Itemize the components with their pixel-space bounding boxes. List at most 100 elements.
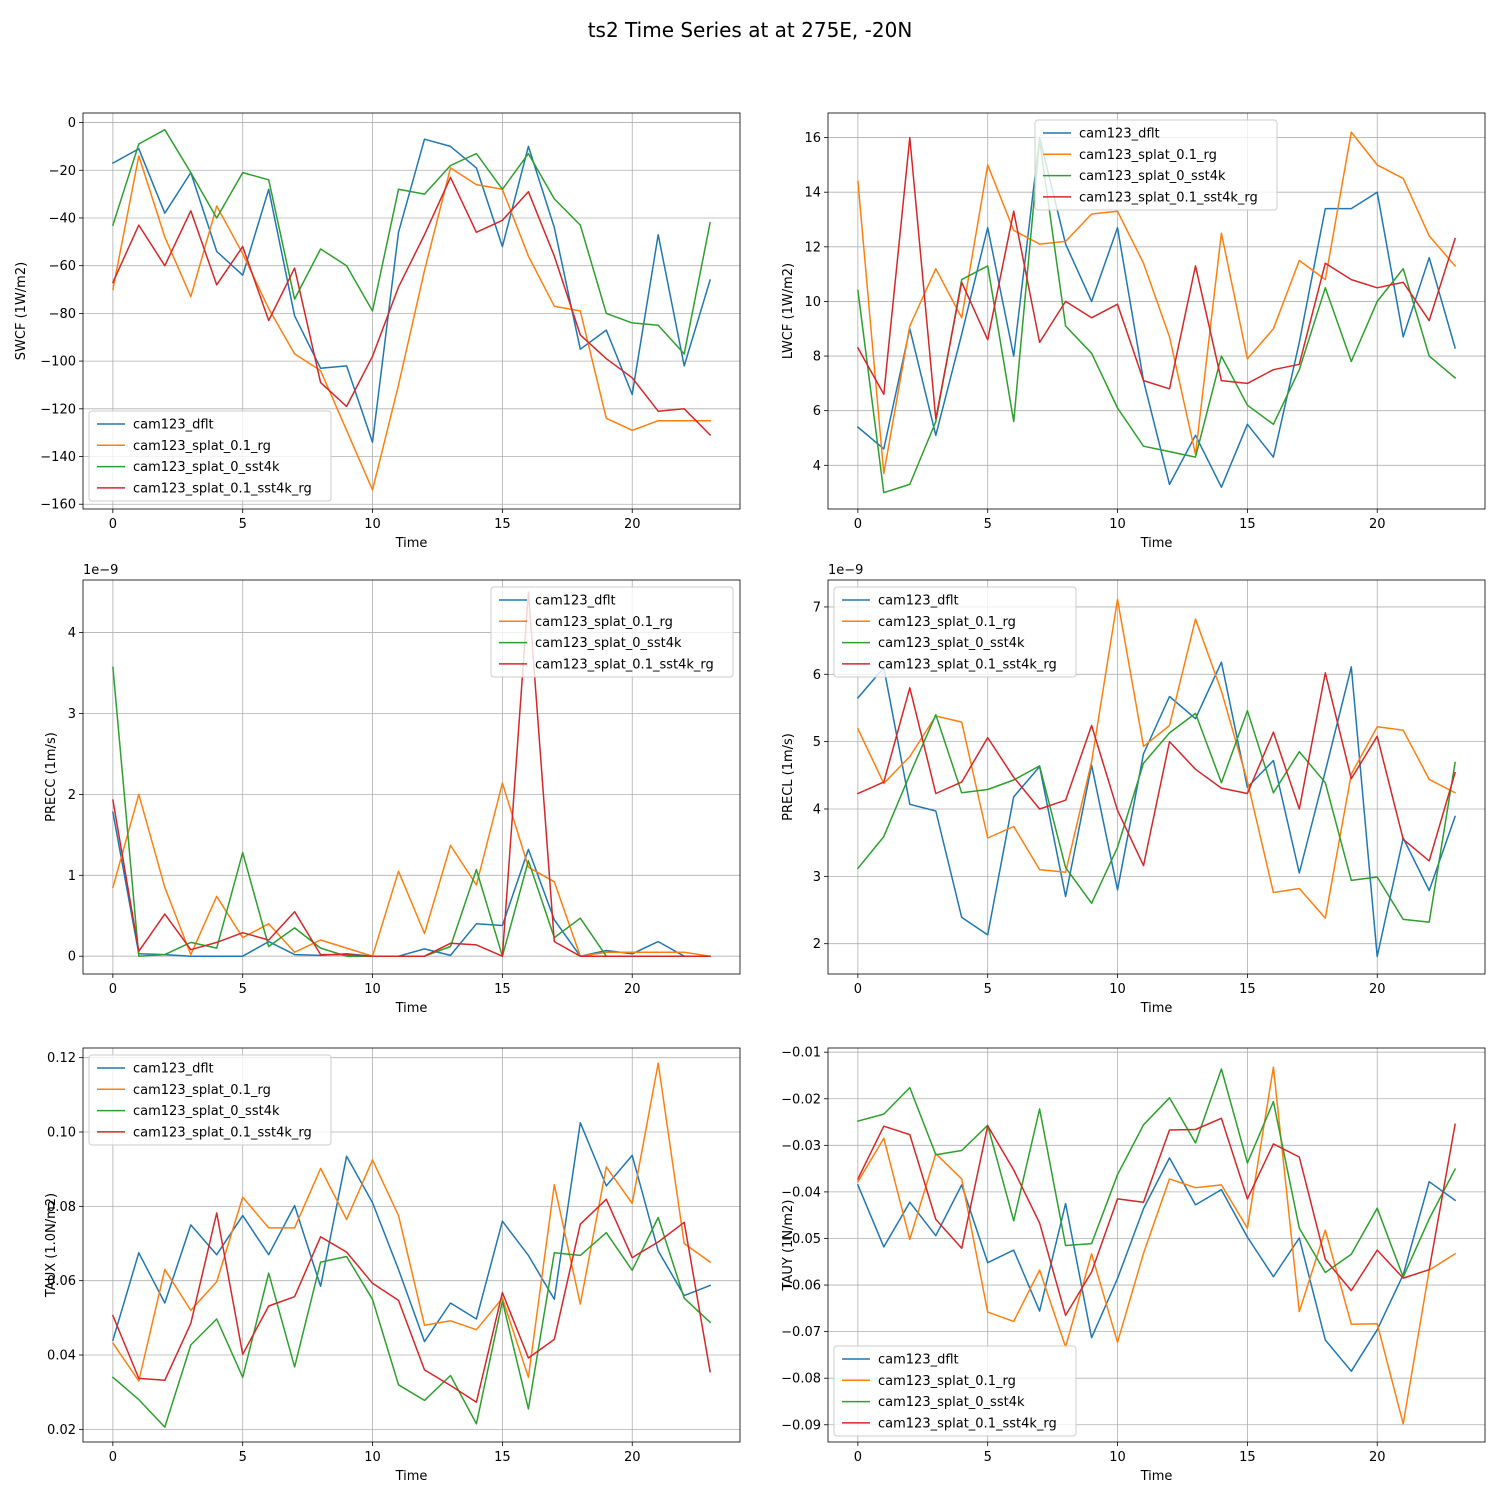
chart-precc-offset-text: 1e−9: [83, 563, 118, 578]
chart-lwcf-ytick-label: 14: [804, 186, 821, 201]
chart-swcf-frame: [82, 112, 741, 510]
chart-precl-frame: [827, 579, 1486, 975]
chart-precl-legend-label-3: cam123_splat_0_sst4k: [878, 636, 1025, 651]
chart-tauy-ytick-label: −0.02: [781, 1092, 821, 1107]
chart-tauy-legend: cam123_dflt cam123_splat_0.1_rg cam123_spl…: [833, 1345, 1077, 1437]
chart-precl-legend: cam123_dflt cam123_splat_0.1_rg cam123_spl…: [833, 586, 1077, 678]
chart-swcf-legend: cam123_dflt cam123_splat_0.1_rg cam123_spl…: [88, 410, 332, 502]
chart-lwcf-legend-label-1: cam123_dflt: [1079, 127, 1160, 142]
chart-precl: 0 5 10 15 20 2 3 4 5 6 7 Time PRECL (1m/s) 1e−9 cam123…: [781, 563, 1486, 1016]
chart-tauy: 0 5 10 15 20 −0.01 −0.02 −0.03 −0.04 −0.05 −0.06 −0…: [781, 1046, 1486, 1484]
chart-precl-ytick-label: 3: [813, 870, 821, 885]
chart-precc-legend-label-2: cam123_splat_0.1_rg: [535, 615, 673, 630]
chart-precc-legend-label-1: cam123_dflt: [535, 594, 616, 609]
chart-tauy-xlabel: Time: [1140, 1469, 1173, 1484]
chart-taux-xtick-label: 0: [109, 1450, 117, 1465]
chart-precc-series-line-1: [112, 811, 711, 957]
chart-precl-ytick-label: 4: [813, 802, 821, 817]
chart-precl-xtick-label: 0: [854, 982, 862, 997]
chart-lwcf-legend-label-3: cam123_splat_0_sst4k: [1079, 169, 1226, 184]
chart-tauy-ytick-label: −0.09: [781, 1418, 821, 1433]
chart-taux-xlabel: Time: [395, 1469, 428, 1484]
chart-lwcf-ytick-label: 6: [813, 404, 821, 419]
chart-precl-legend-box: [833, 586, 1077, 678]
chart-swcf-ytick-label: −40: [49, 211, 76, 226]
chart-swcf-ytick-label: −140: [40, 450, 76, 465]
chart-tauy-series-line-1: [856, 1157, 1457, 1372]
chart-swcf-ytick-label: −120: [40, 402, 76, 417]
chart-precc-xtick-label: 0: [109, 982, 117, 997]
chart-taux-frame: [82, 1047, 741, 1443]
chart-lwcf-ytick-label: 10: [804, 295, 821, 310]
chart-tauy-legend-label-1: cam123_dflt: [878, 1353, 959, 1368]
chart-lwcf-ytick-label: 12: [804, 240, 821, 255]
chart-lwcf-ytick-label: 16: [804, 131, 821, 146]
chart-lwcf-xtick-label: 20: [1369, 517, 1386, 532]
chart-tauy-ylabel: TAUY (1N/m2): [781, 1200, 796, 1292]
chart-swcf-xtick-label: 5: [239, 517, 247, 532]
chart-lwcf-series-line-1: [856, 136, 1457, 488]
chart-precl-xtick-label: 20: [1369, 982, 1386, 997]
chart-taux-series-line-4: [111, 1198, 711, 1403]
chart-swcf-xtick-label: 10: [364, 517, 381, 532]
chart-taux-series-line-1: [111, 1121, 712, 1343]
chart-swcf-ytick-label: −80: [49, 307, 76, 322]
chart-taux-xtick-label: 15: [494, 1450, 511, 1465]
chart-swcf-legend-box: [88, 410, 332, 502]
chart-taux-series-line-2: [111, 1062, 712, 1382]
chart-precc-xtick-label: 10: [364, 982, 381, 997]
chart-taux-ytick-label: 0.08: [47, 1200, 76, 1215]
chart-taux-legend-label-4: cam123_splat_0.1_sst4k_rg: [133, 1125, 312, 1140]
chart-tauy-xtick-label: 20: [1369, 1450, 1386, 1465]
chart-precc-ylabel: PRECC (1m/s): [44, 732, 59, 822]
chart-lwcf-xtick-label: 10: [1109, 517, 1126, 532]
chart-precl-ytick-label: 6: [813, 668, 821, 683]
chart-lwcf: 0 5 10 15 20 4 6 8 10 12 14 16 Time LWCF (1W/m2) cam12…: [781, 112, 1486, 551]
chart-tauy-ytick-label: −0.07: [781, 1325, 821, 1340]
chart-precl-xlabel: Time: [1140, 1001, 1173, 1016]
chart-tauy-series-line-2: [856, 1066, 1457, 1425]
chart-tauy-ytick-label: −0.05: [781, 1232, 821, 1247]
chart-precc-xtick-label: 15: [494, 982, 511, 997]
chart-tauy-xtick-label: 5: [984, 1450, 992, 1465]
chart-precc-legend-box: [490, 586, 734, 678]
chart-swcf-ytick-label: 0: [68, 116, 76, 131]
chart-swcf-xtick-label: 20: [624, 517, 641, 532]
chart-tauy-xtick-label: 15: [1239, 1450, 1256, 1465]
chart-swcf-legend-label-3: cam123_splat_0_sst4k: [133, 460, 280, 475]
chart-tauy-xtick-label: 0: [854, 1450, 862, 1465]
chart-tauy-ytick-label: −0.04: [781, 1185, 821, 1200]
chart-precc-ytick-label: 2: [68, 788, 76, 803]
chart-swcf-xlabel: Time: [395, 536, 428, 551]
chart-tauy-legend-label-2: cam123_splat_0.1_rg: [878, 1374, 1016, 1389]
chart-lwcf-xtick-label: 0: [854, 517, 862, 532]
chart-precc-xtick-label: 20: [624, 982, 641, 997]
chart-taux-legend-label-3: cam123_splat_0_sst4k: [133, 1104, 280, 1119]
chart-taux-xtick-label: 10: [364, 1450, 381, 1465]
chart-precc-legend-label-3: cam123_splat_0_sst4k: [535, 636, 682, 651]
chart-tauy-legend-label-3: cam123_splat_0_sst4k: [878, 1395, 1025, 1410]
chart-precl-ytick-label: 5: [813, 735, 821, 750]
chart-tauy-ytick-label: −0.03: [781, 1139, 821, 1154]
chart-precl-legend-label-1: cam123_dflt: [878, 594, 959, 609]
chart-precc-ytick-label: 0: [68, 950, 76, 965]
chart-precl-legend-label-2: cam123_splat_0.1_rg: [878, 615, 1016, 630]
chart-swcf-series-line-3: [111, 128, 711, 355]
chart-precc-series-line-4: [112, 591, 711, 957]
chart-precc: 0 5 10 15 20 0 1 2 3 4 Time PRECC (1m/s) 1e−9 cam123_…: [44, 563, 741, 1016]
figure-title: ts2 Time Series at at 275E, -20N: [588, 18, 913, 42]
chart-tauy-ytick-label: −0.08: [781, 1372, 821, 1387]
chart-precl-series-line-2: [856, 598, 1457, 919]
chart-taux-ytick-label: 0.06: [47, 1274, 76, 1289]
chart-lwcf-frame: [827, 112, 1486, 510]
chart-precl-ylabel: PRECL (1m/s): [781, 733, 796, 821]
chart-precl-offset-text: 1e−9: [828, 563, 863, 578]
chart-taux-ytick-label: 0.12: [47, 1051, 76, 1066]
chart-swcf-series-line-2: [112, 155, 711, 491]
chart-precc-ytick-label: 4: [68, 626, 76, 641]
chart-precl-xtick-label: 10: [1109, 982, 1126, 997]
chart-swcf-ytick-label: −20: [49, 164, 76, 179]
chart-lwcf-xtick-label: 5: [984, 517, 992, 532]
chart-swcf-ytick-label: −160: [40, 498, 76, 513]
chart-swcf: 0 5 10 15 20 0 −20 −40 −60 −80 −100 −120 −140 −160 Tim…: [14, 112, 741, 551]
